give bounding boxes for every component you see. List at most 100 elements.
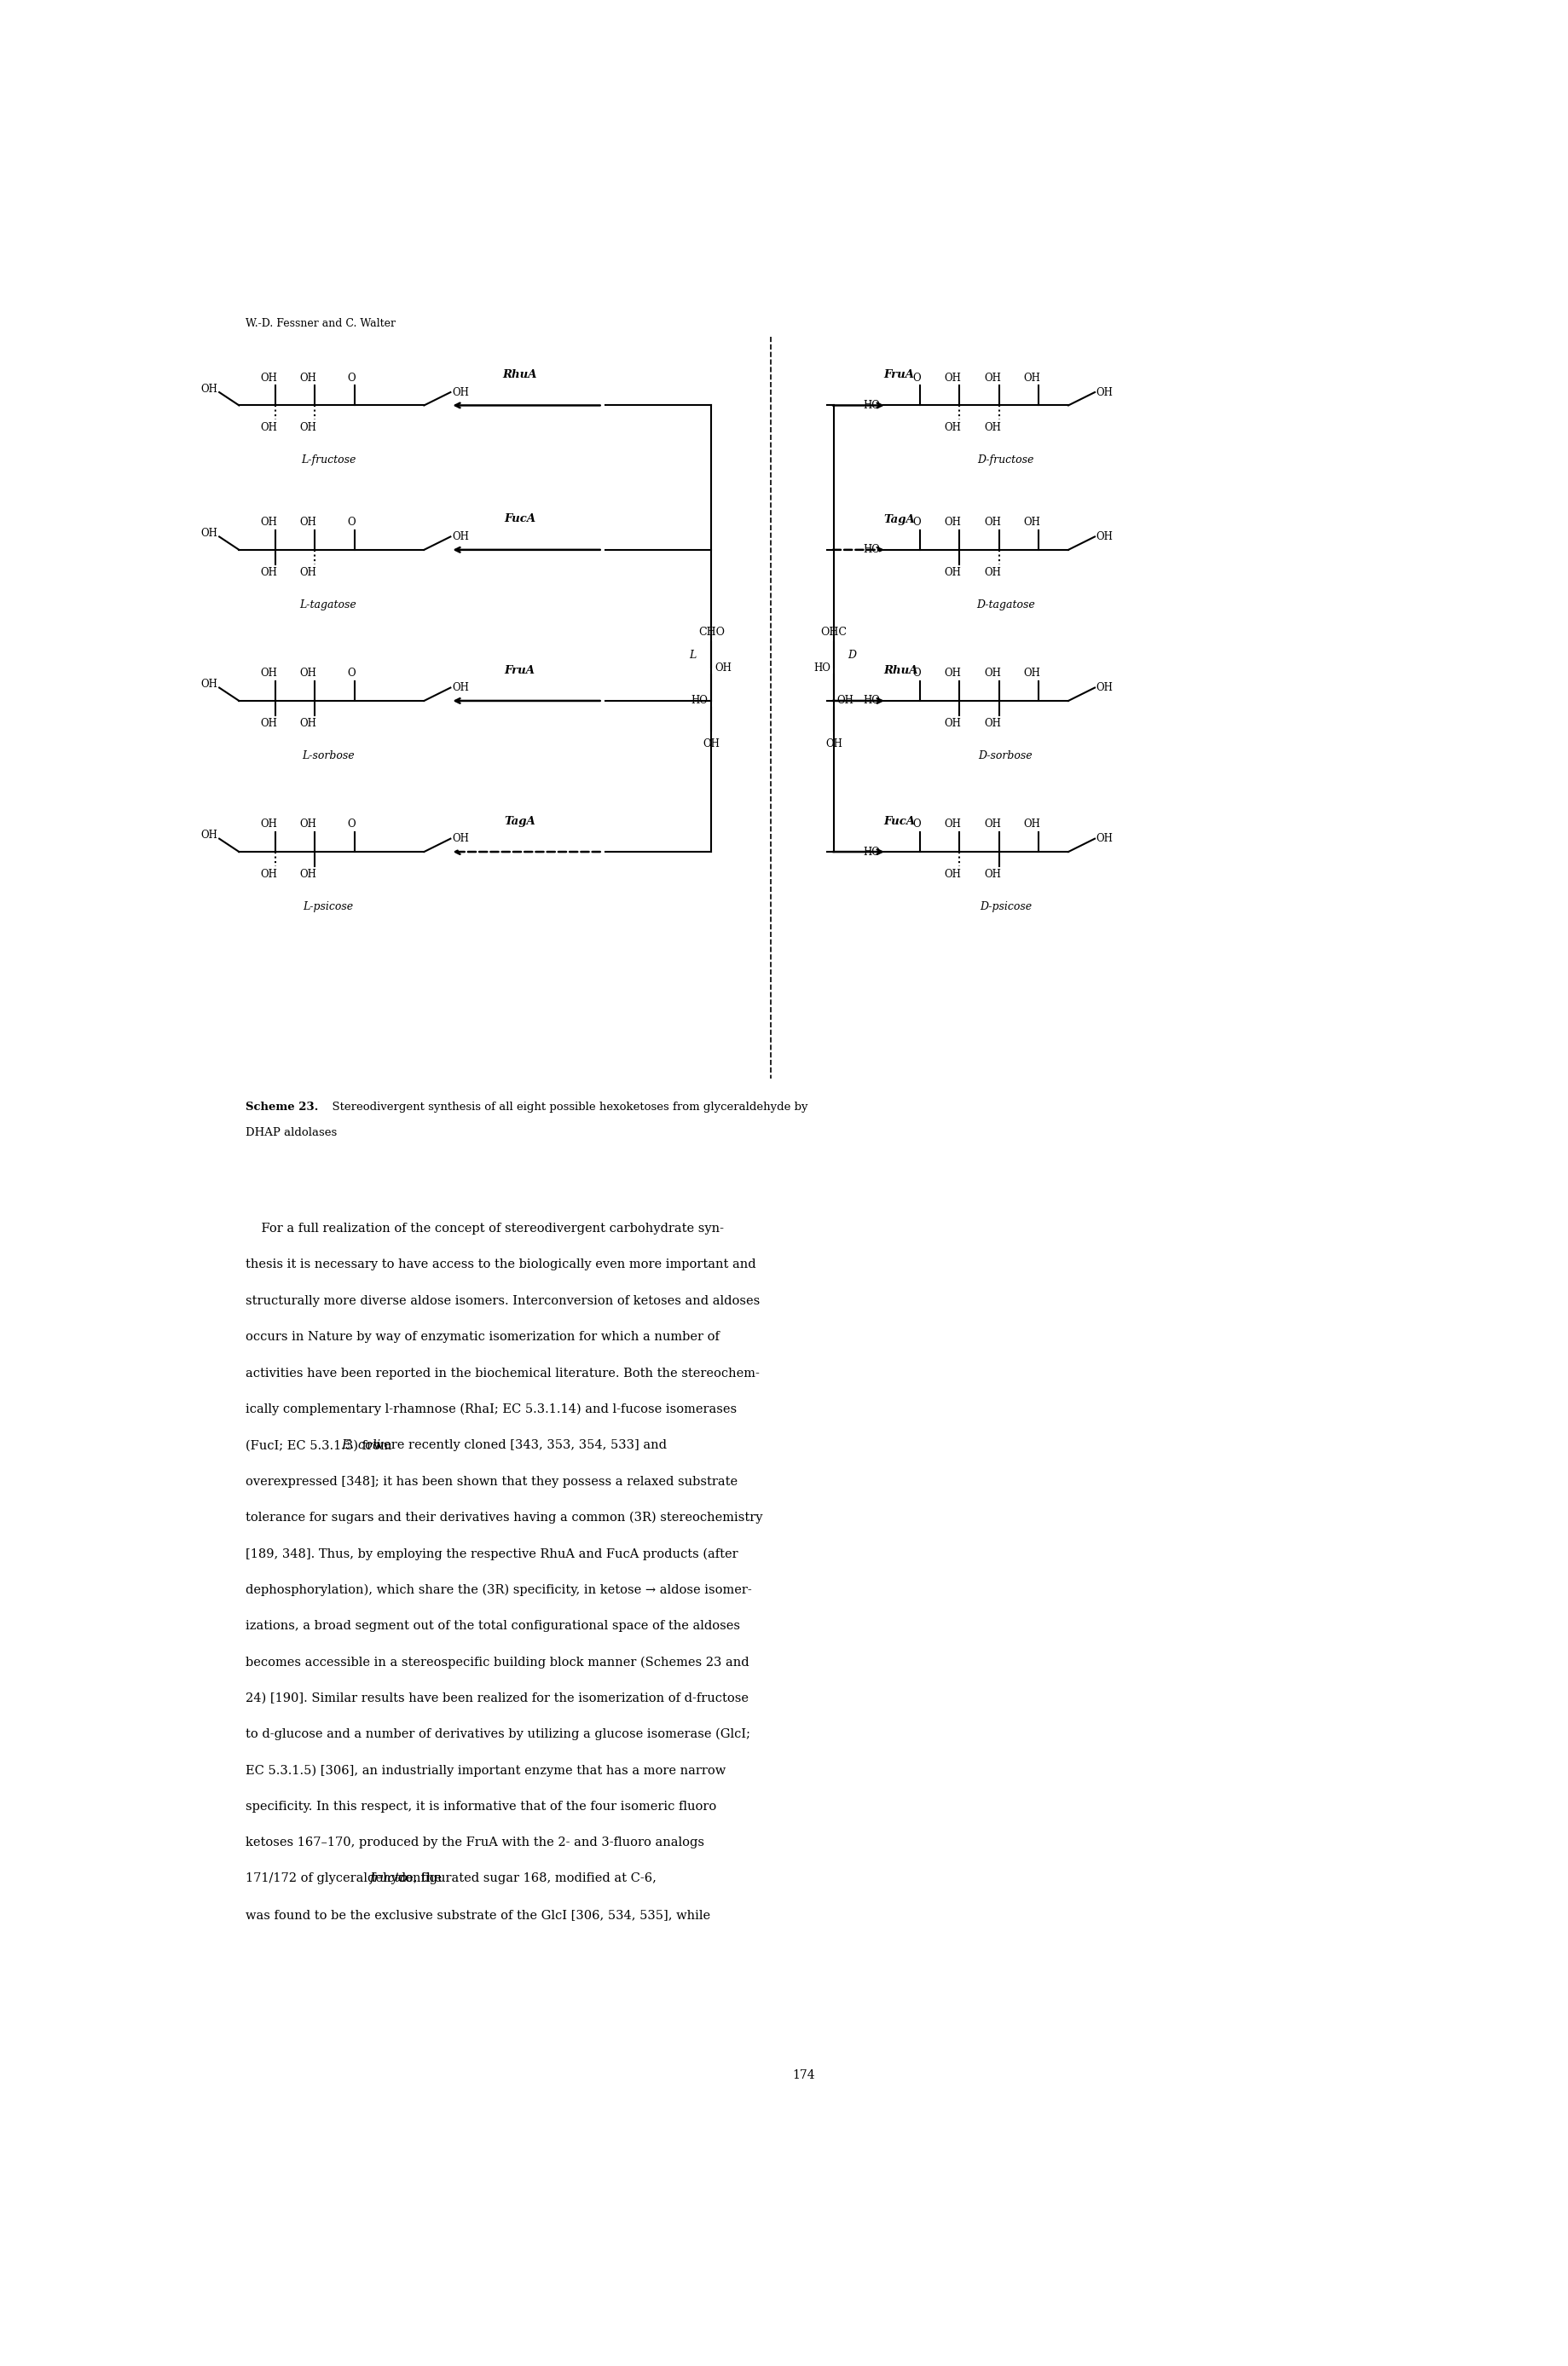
Text: OHC: OHC	[820, 627, 847, 636]
Text: becomes accessible in a stereospecific building block manner (Schemes 23 and: becomes accessible in a stereospecific b…	[246, 1656, 750, 1668]
Text: -configurated sugar 168, modified at C-6,: -configurated sugar 168, modified at C-6…	[394, 1872, 655, 1886]
Text: D: D	[848, 648, 856, 660]
Text: OH: OH	[983, 421, 1000, 433]
Text: OH: OH	[260, 868, 278, 880]
Text: OH: OH	[260, 421, 278, 433]
Text: DHAP aldolases: DHAP aldolases	[246, 1129, 337, 1138]
Text: OH: OH	[1022, 667, 1040, 679]
Text: OH: OH	[299, 371, 317, 383]
Text: TagA: TagA	[503, 816, 535, 826]
Text: tolerance for sugars and their derivatives having a common (3R) stereochemistry: tolerance for sugars and their derivativ…	[246, 1512, 762, 1524]
Text: was found to be the exclusive substrate of the GlcI [306, 534, 535], while: was found to be the exclusive substrate …	[246, 1909, 710, 1921]
Text: OH: OH	[260, 819, 278, 830]
Text: OH: OH	[983, 667, 1000, 679]
Text: OH: OH	[983, 371, 1000, 383]
Text: L: L	[688, 648, 696, 660]
Text: OH: OH	[1096, 530, 1112, 542]
Text: HO: HO	[862, 696, 880, 707]
Text: Scheme 23.: Scheme 23.	[246, 1100, 318, 1112]
Text: For a full realization of the concept of stereodivergent carbohydrate syn-: For a full realization of the concept of…	[246, 1223, 723, 1235]
Text: HO: HO	[691, 696, 707, 707]
Text: OH: OH	[201, 528, 218, 539]
Text: O: O	[911, 667, 920, 679]
Text: OH: OH	[944, 667, 961, 679]
Text: OH: OH	[299, 421, 317, 433]
Text: O: O	[911, 516, 920, 528]
Text: OH: OH	[299, 516, 317, 528]
Text: OH: OH	[452, 681, 469, 693]
Text: ically complementary l-rhamnose (RhaI; EC 5.3.1.14) and l-fucose isomerases: ically complementary l-rhamnose (RhaI; E…	[246, 1403, 737, 1415]
Text: OH: OH	[944, 565, 961, 577]
Text: EC 5.3.1.5) [306], an industrially important enzyme that has a more narrow: EC 5.3.1.5) [306], an industrially impor…	[246, 1765, 726, 1777]
Text: OH: OH	[944, 868, 961, 880]
Text: OH: OH	[825, 738, 842, 750]
Text: Stereodivergent synthesis of all eight possible hexoketoses from glyceraldehyde : Stereodivergent synthesis of all eight p…	[325, 1100, 808, 1112]
Text: [189, 348]. Thus, by employing the respective RhuA and FucA products (after: [189, 348]. Thus, by employing the respe…	[246, 1547, 739, 1559]
Text: OH: OH	[837, 696, 853, 707]
Text: OH: OH	[260, 371, 278, 383]
Text: D-fructose: D-fructose	[977, 454, 1033, 466]
Text: CHO: CHO	[698, 627, 724, 636]
Text: OH: OH	[983, 819, 1000, 830]
Text: specificity. In this respect, it is informative that of the four isomeric fluoro: specificity. In this respect, it is info…	[246, 1801, 717, 1812]
Text: OH: OH	[983, 868, 1000, 880]
Text: O: O	[347, 516, 356, 528]
Text: RhuA: RhuA	[883, 665, 917, 677]
Text: L-psicose: L-psicose	[303, 901, 353, 913]
Text: FucA: FucA	[883, 816, 914, 826]
Text: O: O	[347, 819, 356, 830]
Text: OH: OH	[452, 386, 469, 397]
Text: structurally more diverse aldose isomers. Interconversion of ketoses and aldoses: structurally more diverse aldose isomers…	[246, 1294, 759, 1306]
Text: were recently cloned [343, 353, 354, 533] and: were recently cloned [343, 353, 354, 533…	[370, 1439, 666, 1450]
Text: OH: OH	[452, 530, 469, 542]
Text: occurs in Nature by way of enzymatic isomerization for which a number of: occurs in Nature by way of enzymatic iso…	[246, 1332, 720, 1344]
Text: OH: OH	[944, 516, 961, 528]
Text: izations, a broad segment out of the total configurational space of the aldoses: izations, a broad segment out of the tot…	[246, 1621, 740, 1633]
Text: L-fructose: L-fructose	[301, 454, 356, 466]
Text: overexpressed [348]; it has been shown that they possess a relaxed substrate: overexpressed [348]; it has been shown t…	[246, 1476, 737, 1488]
Text: HO: HO	[862, 847, 880, 856]
Text: OH: OH	[944, 421, 961, 433]
Text: OH: OH	[944, 371, 961, 383]
Text: OH: OH	[944, 717, 961, 729]
Text: OH: OH	[1096, 681, 1112, 693]
Text: OH: OH	[944, 819, 961, 830]
Text: OH: OH	[983, 516, 1000, 528]
Text: OH: OH	[260, 667, 278, 679]
Text: OH: OH	[1022, 371, 1040, 383]
Text: FruA: FruA	[883, 369, 914, 381]
Text: OH: OH	[260, 717, 278, 729]
Text: OH: OH	[299, 565, 317, 577]
Text: (FucI; EC 5.3.1.3) from: (FucI; EC 5.3.1.3) from	[246, 1439, 395, 1450]
Text: 174: 174	[792, 2070, 815, 2082]
Text: L-tagatose: L-tagatose	[299, 599, 356, 610]
Text: to d-glucose and a number of derivatives by utilizing a glucose isomerase (GlcI;: to d-glucose and a number of derivatives…	[246, 1727, 750, 1741]
Text: OH: OH	[260, 516, 278, 528]
Text: D-tagatose: D-tagatose	[975, 599, 1035, 610]
Text: FucA: FucA	[503, 513, 535, 525]
Text: OH: OH	[1096, 386, 1112, 397]
Text: TagA: TagA	[883, 513, 914, 525]
Text: dephosphorylation), which share the (3R) specificity, in ketose → aldose isomer-: dephosphorylation), which share the (3R)…	[246, 1583, 751, 1597]
Text: OH: OH	[702, 738, 720, 750]
Text: activities have been reported in the biochemical literature. Both the stereochem: activities have been reported in the bio…	[246, 1368, 759, 1379]
Text: OH: OH	[201, 679, 218, 691]
Text: OH: OH	[299, 819, 317, 830]
Text: HO: HO	[862, 544, 880, 556]
Text: OH: OH	[983, 717, 1000, 729]
Text: OH: OH	[1096, 833, 1112, 845]
Text: OH: OH	[1022, 516, 1040, 528]
Text: OH: OH	[299, 667, 317, 679]
Text: 171/172 of glyceraldehyde, the: 171/172 of glyceraldehyde, the	[246, 1872, 445, 1886]
Text: OH: OH	[201, 383, 218, 395]
Text: OH: OH	[715, 662, 731, 674]
Text: D-psicose: D-psicose	[978, 901, 1032, 913]
Text: OH: OH	[452, 833, 469, 845]
Text: FruA: FruA	[505, 665, 535, 677]
Text: thesis it is necessary to have access to the biologically even more important an: thesis it is necessary to have access to…	[246, 1259, 756, 1271]
Text: D-sorbose: D-sorbose	[978, 750, 1032, 762]
Text: L-sorbose: L-sorbose	[301, 750, 354, 762]
Text: OH: OH	[299, 717, 317, 729]
Text: fructo: fructo	[370, 1872, 408, 1886]
Text: O: O	[911, 371, 920, 383]
